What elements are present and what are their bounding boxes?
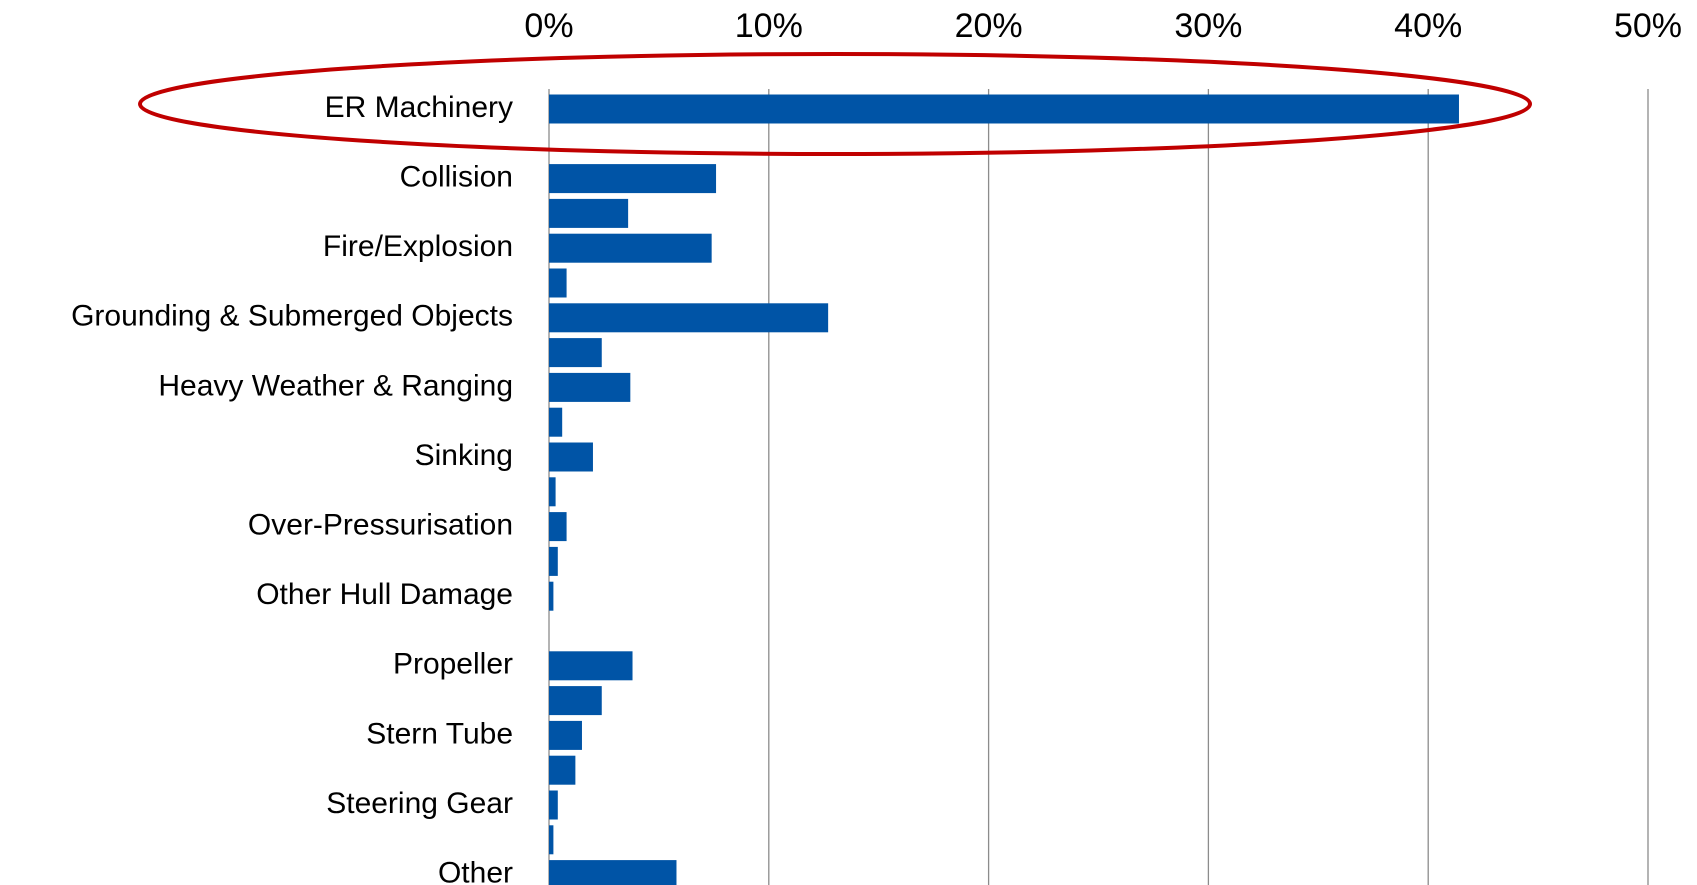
bar — [549, 512, 567, 542]
bar — [549, 581, 554, 611]
bar — [549, 303, 829, 333]
bar — [549, 755, 576, 785]
y-tick-label: Sinking — [415, 439, 513, 472]
highlight-ellipse — [138, 52, 1532, 156]
y-tick-label: Fire/Explosion — [323, 230, 513, 263]
y-tick-label: Steering Gear — [326, 787, 513, 820]
x-tick-label: 20% — [955, 7, 1023, 45]
bar — [549, 442, 593, 472]
bar — [549, 372, 631, 402]
x-tick-label: 10% — [735, 7, 803, 45]
y-tick-label: ER Machinery — [325, 91, 513, 124]
bar — [549, 790, 558, 820]
bar — [549, 686, 602, 716]
bar — [549, 268, 567, 298]
y-tick-label: Heavy Weather & Ranging — [158, 369, 513, 402]
bar — [549, 477, 556, 507]
x-tick-label: 30% — [1174, 7, 1242, 45]
bar — [549, 651, 633, 681]
bar — [549, 233, 712, 263]
y-tick-label: Propeller — [393, 648, 513, 681]
y-tick-label: Grounding & Submerged Objects — [71, 300, 513, 333]
bar — [549, 860, 677, 885]
y-tick-label: Other Hull Damage — [256, 578, 513, 611]
bar — [549, 164, 717, 194]
x-tick-label: 0% — [524, 7, 573, 45]
y-tick-label: Other — [438, 857, 513, 885]
y-tick-label: Stern Tube — [366, 717, 513, 750]
x-tick-label: 40% — [1394, 7, 1462, 45]
x-tick-label: 50% — [1614, 7, 1682, 45]
bar — [549, 407, 563, 437]
y-tick-label: Over-Pressurisation — [248, 509, 513, 542]
y-tick-label: Collision — [400, 161, 513, 194]
bar — [549, 825, 554, 855]
bar — [549, 720, 582, 750]
bar — [549, 546, 558, 576]
bar — [549, 94, 1459, 124]
bar — [549, 198, 629, 228]
bar — [549, 338, 602, 368]
